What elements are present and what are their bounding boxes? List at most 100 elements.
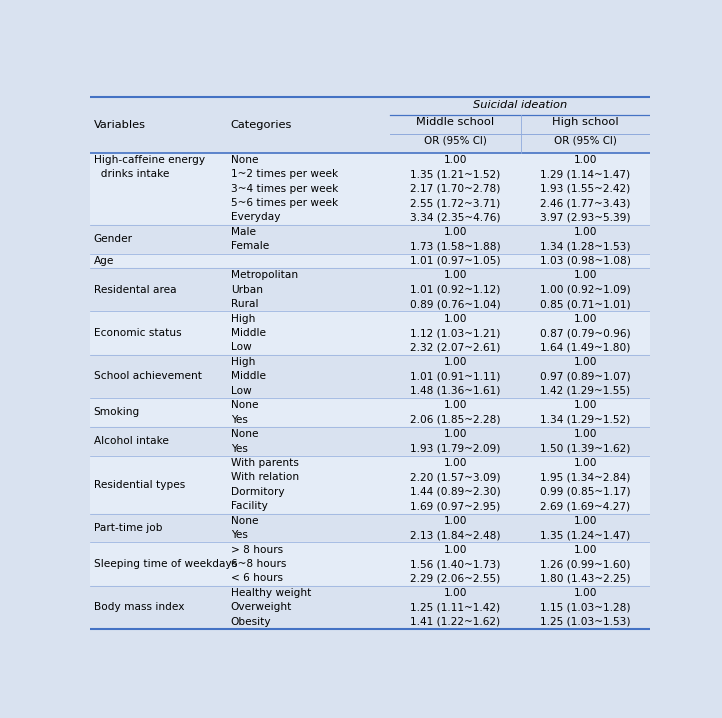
- Text: 2.32 (2.07~2.61): 2.32 (2.07~2.61): [410, 342, 500, 353]
- Text: 5~6 times per week: 5~6 times per week: [231, 198, 338, 208]
- Bar: [90, 513, 650, 542]
- Text: Low: Low: [231, 386, 251, 396]
- Text: With parents: With parents: [231, 458, 299, 468]
- Text: Healthy weight: Healthy weight: [231, 588, 311, 598]
- Text: Yes: Yes: [231, 415, 248, 424]
- Text: 1.00: 1.00: [574, 357, 597, 367]
- Text: OR (95% CI): OR (95% CI): [554, 136, 617, 146]
- Text: 1.25 (1.11~1.42): 1.25 (1.11~1.42): [410, 602, 500, 612]
- Text: Middle: Middle: [231, 328, 266, 338]
- Text: < 6 hours: < 6 hours: [231, 574, 283, 584]
- Text: Part-time job: Part-time job: [94, 523, 162, 533]
- Text: Male: Male: [231, 227, 256, 237]
- Text: 0.89 (0.76~1.04): 0.89 (0.76~1.04): [410, 299, 500, 309]
- Text: Age: Age: [94, 256, 114, 266]
- Text: Yes: Yes: [231, 530, 248, 540]
- Text: 1.00: 1.00: [443, 588, 467, 598]
- Text: Residential types: Residential types: [94, 480, 185, 490]
- Text: 1.00: 1.00: [443, 270, 467, 280]
- Text: High: High: [231, 357, 255, 367]
- Text: 2.17 (1.70~2.78): 2.17 (1.70~2.78): [410, 184, 500, 194]
- Text: 1.01 (0.92~1.12): 1.01 (0.92~1.12): [410, 284, 500, 294]
- Text: Rural: Rural: [231, 299, 258, 309]
- Text: 0.85 (0.71~1.01): 0.85 (0.71~1.01): [540, 299, 631, 309]
- Text: 1.01 (0.91~1.11): 1.01 (0.91~1.11): [410, 371, 500, 381]
- Text: 1.41 (1.22~1.62): 1.41 (1.22~1.62): [410, 617, 500, 627]
- Text: 1.00: 1.00: [574, 516, 597, 526]
- Text: None: None: [231, 154, 258, 164]
- Text: 2.13 (1.84~2.48): 2.13 (1.84~2.48): [410, 530, 500, 540]
- Text: 3.97 (2.93~5.39): 3.97 (2.93~5.39): [540, 213, 631, 223]
- Text: 1.00: 1.00: [574, 458, 597, 468]
- Text: 2.06 (1.85~2.28): 2.06 (1.85~2.28): [410, 415, 500, 424]
- Bar: [90, 225, 650, 253]
- Text: 1.95 (1.34~2.84): 1.95 (1.34~2.84): [540, 472, 630, 482]
- Text: 1.29 (1.14~1.47): 1.29 (1.14~1.47): [540, 169, 630, 180]
- Text: Body mass index: Body mass index: [94, 602, 184, 612]
- Text: Smoking: Smoking: [94, 407, 140, 417]
- Text: 1.93 (1.55~2.42): 1.93 (1.55~2.42): [540, 184, 630, 194]
- Text: 2.69 (1.69~4.27): 2.69 (1.69~4.27): [540, 501, 630, 511]
- Text: None: None: [231, 429, 258, 439]
- Bar: [90, 152, 650, 225]
- Text: 1.35 (1.24~1.47): 1.35 (1.24~1.47): [540, 530, 630, 540]
- Text: 1.00 (0.92~1.09): 1.00 (0.92~1.09): [540, 284, 631, 294]
- Text: 1.00: 1.00: [443, 458, 467, 468]
- Bar: [90, 398, 650, 427]
- Text: Urban: Urban: [231, 284, 263, 294]
- Text: 3~4 times per week: 3~4 times per week: [231, 184, 338, 194]
- Text: 1.00: 1.00: [574, 588, 597, 598]
- Text: 1.00: 1.00: [443, 545, 467, 554]
- Text: 1.00: 1.00: [443, 516, 467, 526]
- Text: Low: Low: [231, 342, 251, 353]
- Bar: [90, 268, 650, 312]
- Text: 1.00: 1.00: [574, 400, 597, 410]
- Text: 1.56 (1.40~1.73): 1.56 (1.40~1.73): [410, 559, 500, 569]
- Text: 1.34 (1.29~1.52): 1.34 (1.29~1.52): [540, 415, 630, 424]
- Text: School achievement: School achievement: [94, 371, 201, 381]
- Text: 3.34 (2.35~4.76): 3.34 (2.35~4.76): [410, 213, 500, 223]
- Text: Everyday: Everyday: [231, 213, 280, 223]
- Bar: [90, 355, 650, 398]
- Text: 1.00: 1.00: [574, 314, 597, 324]
- Text: 2.46 (1.77~3.43): 2.46 (1.77~3.43): [540, 198, 630, 208]
- Text: 1.48 (1.36~1.61): 1.48 (1.36~1.61): [410, 386, 500, 396]
- Text: 1.50 (1.39~1.62): 1.50 (1.39~1.62): [540, 444, 630, 454]
- Text: Yes: Yes: [231, 444, 248, 454]
- Text: None: None: [231, 400, 258, 410]
- Text: 2.29 (2.06~2.55): 2.29 (2.06~2.55): [410, 574, 500, 584]
- Text: 1.15 (1.03~1.28): 1.15 (1.03~1.28): [540, 602, 631, 612]
- Text: 1~2 times per week: 1~2 times per week: [231, 169, 338, 180]
- Text: 1.80 (1.43~2.25): 1.80 (1.43~2.25): [540, 574, 631, 584]
- Text: 1.00: 1.00: [443, 429, 467, 439]
- Text: 1.44 (0.89~2.30): 1.44 (0.89~2.30): [410, 487, 500, 497]
- Text: 1.00: 1.00: [574, 429, 597, 439]
- Text: 1.42 (1.29~1.55): 1.42 (1.29~1.55): [540, 386, 630, 396]
- Bar: [90, 586, 650, 629]
- Text: 1.00: 1.00: [574, 545, 597, 554]
- Text: 1.25 (1.03~1.53): 1.25 (1.03~1.53): [540, 617, 631, 627]
- Text: 1.00: 1.00: [443, 154, 467, 164]
- Text: 1.69 (0.97~2.95): 1.69 (0.97~2.95): [410, 501, 500, 511]
- Text: Alcohol intake: Alcohol intake: [94, 437, 168, 447]
- Text: Sleeping time of weekdays: Sleeping time of weekdays: [94, 559, 237, 569]
- Text: 0.97 (0.89~1.07): 0.97 (0.89~1.07): [540, 371, 631, 381]
- Bar: [90, 427, 650, 456]
- Text: Obesity: Obesity: [231, 617, 271, 627]
- Bar: [90, 312, 650, 355]
- Text: 1.00: 1.00: [443, 400, 467, 410]
- Text: OR (95% CI): OR (95% CI): [424, 136, 487, 146]
- Text: Middle: Middle: [231, 371, 266, 381]
- Text: 2.20 (1.57~3.09): 2.20 (1.57~3.09): [410, 472, 500, 482]
- Text: 1.12 (1.03~1.21): 1.12 (1.03~1.21): [410, 328, 500, 338]
- Text: Suicidal ideation: Suicidal ideation: [473, 100, 567, 110]
- Text: 1.34 (1.28~1.53): 1.34 (1.28~1.53): [540, 241, 631, 251]
- Text: Categories: Categories: [231, 120, 292, 130]
- Text: 1.00: 1.00: [443, 314, 467, 324]
- Text: 0.99 (0.85~1.17): 0.99 (0.85~1.17): [540, 487, 631, 497]
- Text: drinks intake: drinks intake: [94, 169, 169, 180]
- Text: 1.00: 1.00: [443, 357, 467, 367]
- Text: Economic status: Economic status: [94, 328, 181, 338]
- Text: 1.26 (0.99~1.60): 1.26 (0.99~1.60): [540, 559, 630, 569]
- Text: High: High: [231, 314, 255, 324]
